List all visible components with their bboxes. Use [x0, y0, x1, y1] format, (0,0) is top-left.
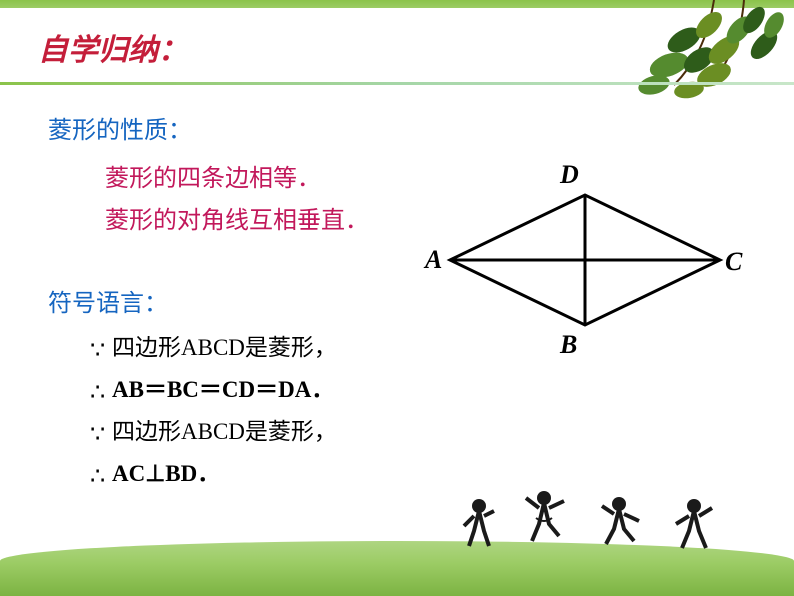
leaves-decoration	[614, 0, 794, 130]
line2-text: AB＝BC＝CD＝DA．	[112, 377, 334, 402]
symbol-line-3: 四边形ABCD是菱形，	[90, 412, 337, 446]
page-title: 自学归纳：	[38, 25, 188, 69]
therefore-icon	[90, 466, 108, 486]
label-b: B	[560, 330, 577, 360]
symbol-line-2: AB＝BC＝CD＝DA．	[90, 370, 334, 404]
because-icon	[90, 424, 108, 444]
symbol-title: 符号语言：	[48, 283, 168, 318]
label-c: C	[725, 247, 742, 277]
line1-text: 四边形ABCD是菱形，	[112, 335, 337, 360]
symbol-line-1: 四边形ABCD是菱形，	[90, 328, 337, 362]
property-1: 菱形的四条边相等．	[105, 158, 321, 193]
decorative-line	[0, 82, 794, 85]
property-2: 菱形的对角线互相垂直．	[105, 200, 369, 235]
children-silhouettes	[454, 486, 734, 566]
line4-text: AC⊥BD．	[112, 461, 220, 486]
therefore-icon	[90, 382, 108, 402]
line3-text: 四边形ABCD是菱形，	[112, 419, 337, 444]
label-d: D	[560, 160, 579, 190]
label-a: A	[425, 245, 442, 275]
because-icon	[90, 340, 108, 360]
rhombus-diagram: A B C D	[420, 155, 750, 365]
symbol-line-4: AC⊥BD．	[90, 454, 220, 488]
subtitle: 菱形的性质：	[48, 110, 192, 145]
